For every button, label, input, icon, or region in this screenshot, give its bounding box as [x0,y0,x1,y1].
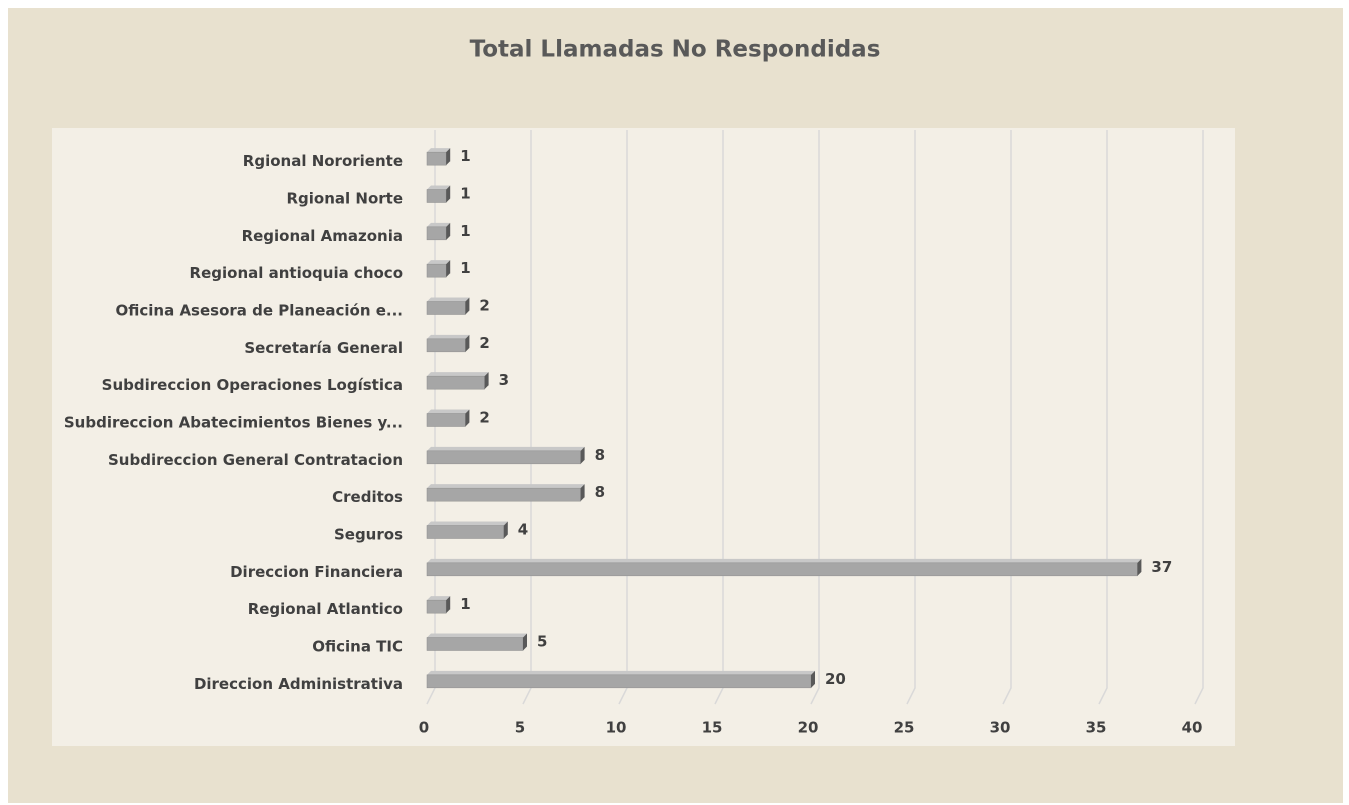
bar [426,674,812,689]
bar [426,450,581,465]
bar [426,226,447,241]
bar-top [427,372,489,377]
x-tick-label: 15 [702,719,723,737]
bar-top [427,260,451,265]
bar-side [484,372,489,390]
chart-title: Total Llamadas No Respondidas [470,37,881,63]
bar [426,151,447,166]
y-tick-label: Regional Atlantico [248,600,403,618]
bar-side [446,260,451,278]
y-tick-label: Subdireccion Operaciones Logística [102,376,403,394]
plot-area [52,128,1235,746]
data-label: 1 [460,147,470,165]
x-tick-label: 20 [798,719,819,737]
data-label: 5 [537,633,547,651]
bar [426,375,485,390]
y-tick-label: Rgional Nororiente [243,152,403,170]
data-label: 2 [479,297,489,315]
y-tick-label: Seguros [334,526,403,544]
data-label: 3 [499,371,509,389]
grid-line [1194,130,1204,705]
y-tick-label: Subdireccion Abatecimientos Bienes y... [64,414,403,432]
grid-line [1002,130,1012,705]
x-tick-label: 30 [990,719,1011,737]
bar-top [427,446,585,451]
x-tick-label: 0 [419,719,429,737]
x-tick-label: 35 [1086,719,1107,737]
bar-top [427,633,527,638]
bar-top [427,297,470,302]
y-tick-label: Secretaría General [244,339,403,357]
y-tick-label: Oficina TIC [312,638,403,656]
data-label: 1 [460,185,470,203]
bar-side [446,222,451,240]
bar-top [427,670,815,675]
bar [426,525,505,539]
data-label: 2 [479,409,489,427]
y-tick-label: Direccion Financiera [230,563,403,581]
bar [426,599,447,614]
y-tick-label: Direccion Administrativa [194,675,403,693]
bar-side [446,185,451,203]
bar [426,301,466,315]
grid-line [906,130,916,705]
data-label: 2 [479,334,489,352]
grid-line [810,130,820,705]
data-label: 8 [595,483,605,501]
bar-side [465,334,470,352]
data-label: 20 [825,670,846,688]
bar-side [523,633,527,651]
bar-side [1137,558,1142,576]
bar-side [446,148,451,166]
bar-top [427,558,1142,563]
bar [426,189,447,203]
bar [426,562,1138,577]
y-tick-label: Regional Amazonia [242,227,403,245]
bar-side [811,670,815,688]
bar [426,487,581,502]
data-label: 8 [595,446,605,464]
x-tick-label: 10 [606,719,627,737]
bar-side [580,446,585,464]
bar-top [427,222,451,227]
bar [426,338,466,353]
bar [426,637,524,651]
y-tick-label: Rgional Norte [287,190,404,208]
bar-top [427,596,451,601]
x-tick-label: 5 [515,719,525,737]
bar-top [427,484,585,489]
data-label: 4 [518,521,528,539]
bar-side [446,596,451,614]
x-tick-label: 25 [894,719,915,737]
data-label: 1 [460,595,470,613]
bar-side [465,297,470,315]
bar-top [427,409,470,414]
bar-top [427,148,451,153]
y-tick-label: Subdireccion General Contratacion [108,451,403,469]
data-label: 1 [460,222,470,240]
y-tick-label: Creditos [332,488,403,506]
bar [426,413,466,427]
x-tick-label: 40 [1182,719,1203,737]
bar-top [427,334,470,339]
bar [426,263,447,278]
y-tick-label: Oficina Asesora de Planeación e... [116,302,403,320]
bar-side [503,521,508,539]
y-tick-label: Regional antioquia choco [190,264,403,282]
data-label: 37 [1151,558,1172,576]
data-label: 1 [460,259,470,277]
bar-side [580,484,585,502]
bar-side [465,409,470,427]
bar-top [427,521,508,526]
grid-line [1098,130,1108,705]
bar-top [427,185,451,190]
